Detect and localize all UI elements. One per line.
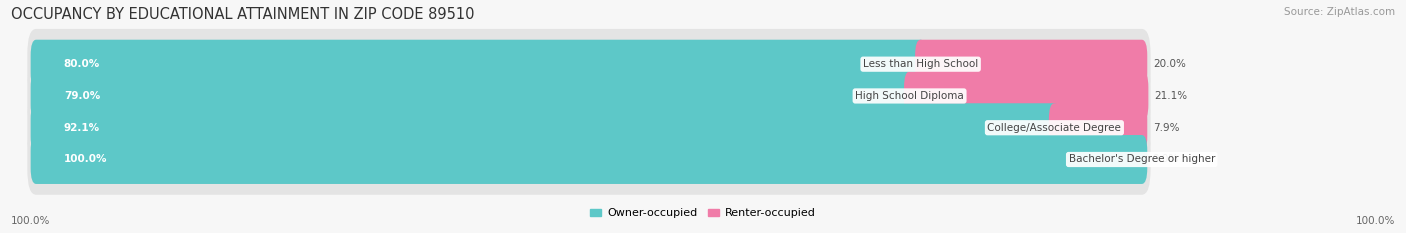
FancyBboxPatch shape bbox=[31, 135, 1147, 184]
Text: 100.0%: 100.0% bbox=[63, 154, 107, 164]
FancyBboxPatch shape bbox=[31, 72, 915, 120]
Text: Less than High School: Less than High School bbox=[863, 59, 979, 69]
FancyBboxPatch shape bbox=[27, 124, 1150, 195]
Text: High School Diploma: High School Diploma bbox=[855, 91, 965, 101]
FancyBboxPatch shape bbox=[27, 93, 1150, 163]
Text: College/Associate Degree: College/Associate Degree bbox=[987, 123, 1122, 133]
FancyBboxPatch shape bbox=[27, 61, 1150, 131]
Text: Bachelor's Degree or higher: Bachelor's Degree or higher bbox=[1069, 154, 1215, 164]
FancyBboxPatch shape bbox=[27, 29, 1150, 99]
Text: 80.0%: 80.0% bbox=[63, 59, 100, 69]
Text: 92.1%: 92.1% bbox=[63, 123, 100, 133]
Text: OCCUPANCY BY EDUCATIONAL ATTAINMENT IN ZIP CODE 89510: OCCUPANCY BY EDUCATIONAL ATTAINMENT IN Z… bbox=[11, 7, 475, 22]
Text: Source: ZipAtlas.com: Source: ZipAtlas.com bbox=[1284, 7, 1395, 17]
Text: 0.0%: 0.0% bbox=[1153, 154, 1180, 164]
FancyBboxPatch shape bbox=[1049, 103, 1147, 152]
Text: 20.0%: 20.0% bbox=[1153, 59, 1185, 69]
FancyBboxPatch shape bbox=[31, 40, 927, 89]
FancyBboxPatch shape bbox=[915, 40, 1147, 89]
FancyBboxPatch shape bbox=[904, 72, 1149, 120]
Text: 21.1%: 21.1% bbox=[1154, 91, 1187, 101]
Text: 100.0%: 100.0% bbox=[11, 216, 51, 226]
Text: 7.9%: 7.9% bbox=[1153, 123, 1180, 133]
Text: 100.0%: 100.0% bbox=[1355, 216, 1395, 226]
FancyBboxPatch shape bbox=[31, 103, 1060, 152]
Text: 79.0%: 79.0% bbox=[63, 91, 100, 101]
Legend: Owner-occupied, Renter-occupied: Owner-occupied, Renter-occupied bbox=[586, 204, 820, 223]
